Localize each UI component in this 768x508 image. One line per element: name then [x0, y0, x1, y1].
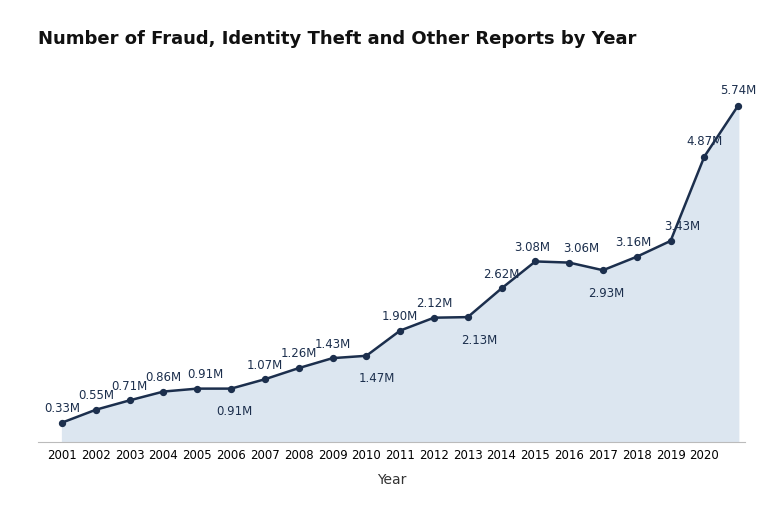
X-axis label: Year: Year	[377, 473, 406, 487]
Text: 5.74M: 5.74M	[720, 84, 756, 97]
Point	[664, 237, 677, 245]
Point	[293, 364, 305, 372]
Text: 1.90M: 1.90M	[382, 310, 419, 323]
Point	[360, 352, 372, 360]
Point	[56, 419, 68, 427]
Text: 3.43M: 3.43M	[664, 220, 700, 233]
Point	[563, 259, 575, 267]
Text: 0.71M: 0.71M	[111, 379, 147, 393]
Text: 1.47M: 1.47M	[359, 372, 395, 385]
Text: 2.93M: 2.93M	[588, 287, 624, 300]
Text: 0.55M: 0.55M	[78, 389, 114, 402]
Point	[631, 252, 643, 261]
Text: Number of Fraud, Identity Theft and Other Reports by Year: Number of Fraud, Identity Theft and Othe…	[38, 30, 637, 48]
Point	[495, 284, 508, 293]
Text: 0.86M: 0.86M	[145, 371, 181, 384]
Point	[124, 396, 136, 404]
Text: 1.07M: 1.07M	[247, 359, 283, 372]
Text: 0.91M: 0.91M	[217, 405, 253, 418]
Point	[597, 266, 609, 274]
Text: 2.12M: 2.12M	[415, 297, 452, 310]
Point	[394, 327, 406, 335]
Text: 3.06M: 3.06M	[563, 242, 599, 255]
Point	[698, 152, 710, 161]
Point	[428, 313, 440, 322]
Text: 2.13M: 2.13M	[462, 334, 498, 346]
Point	[225, 385, 237, 393]
Point	[732, 102, 744, 110]
Point	[326, 354, 339, 362]
Point	[462, 313, 474, 321]
Text: 1.26M: 1.26M	[280, 347, 317, 361]
Text: 4.87M: 4.87M	[687, 135, 723, 148]
Point	[191, 385, 204, 393]
Text: 1.43M: 1.43M	[314, 337, 351, 351]
Text: 3.16M: 3.16M	[615, 236, 651, 249]
Text: 2.62M: 2.62M	[483, 268, 520, 281]
Point	[157, 388, 170, 396]
Text: 0.33M: 0.33M	[44, 402, 80, 415]
Point	[90, 406, 102, 414]
Text: 0.91M: 0.91M	[187, 368, 223, 381]
Text: 3.08M: 3.08M	[514, 241, 550, 254]
Point	[259, 375, 271, 384]
Point	[529, 258, 541, 266]
